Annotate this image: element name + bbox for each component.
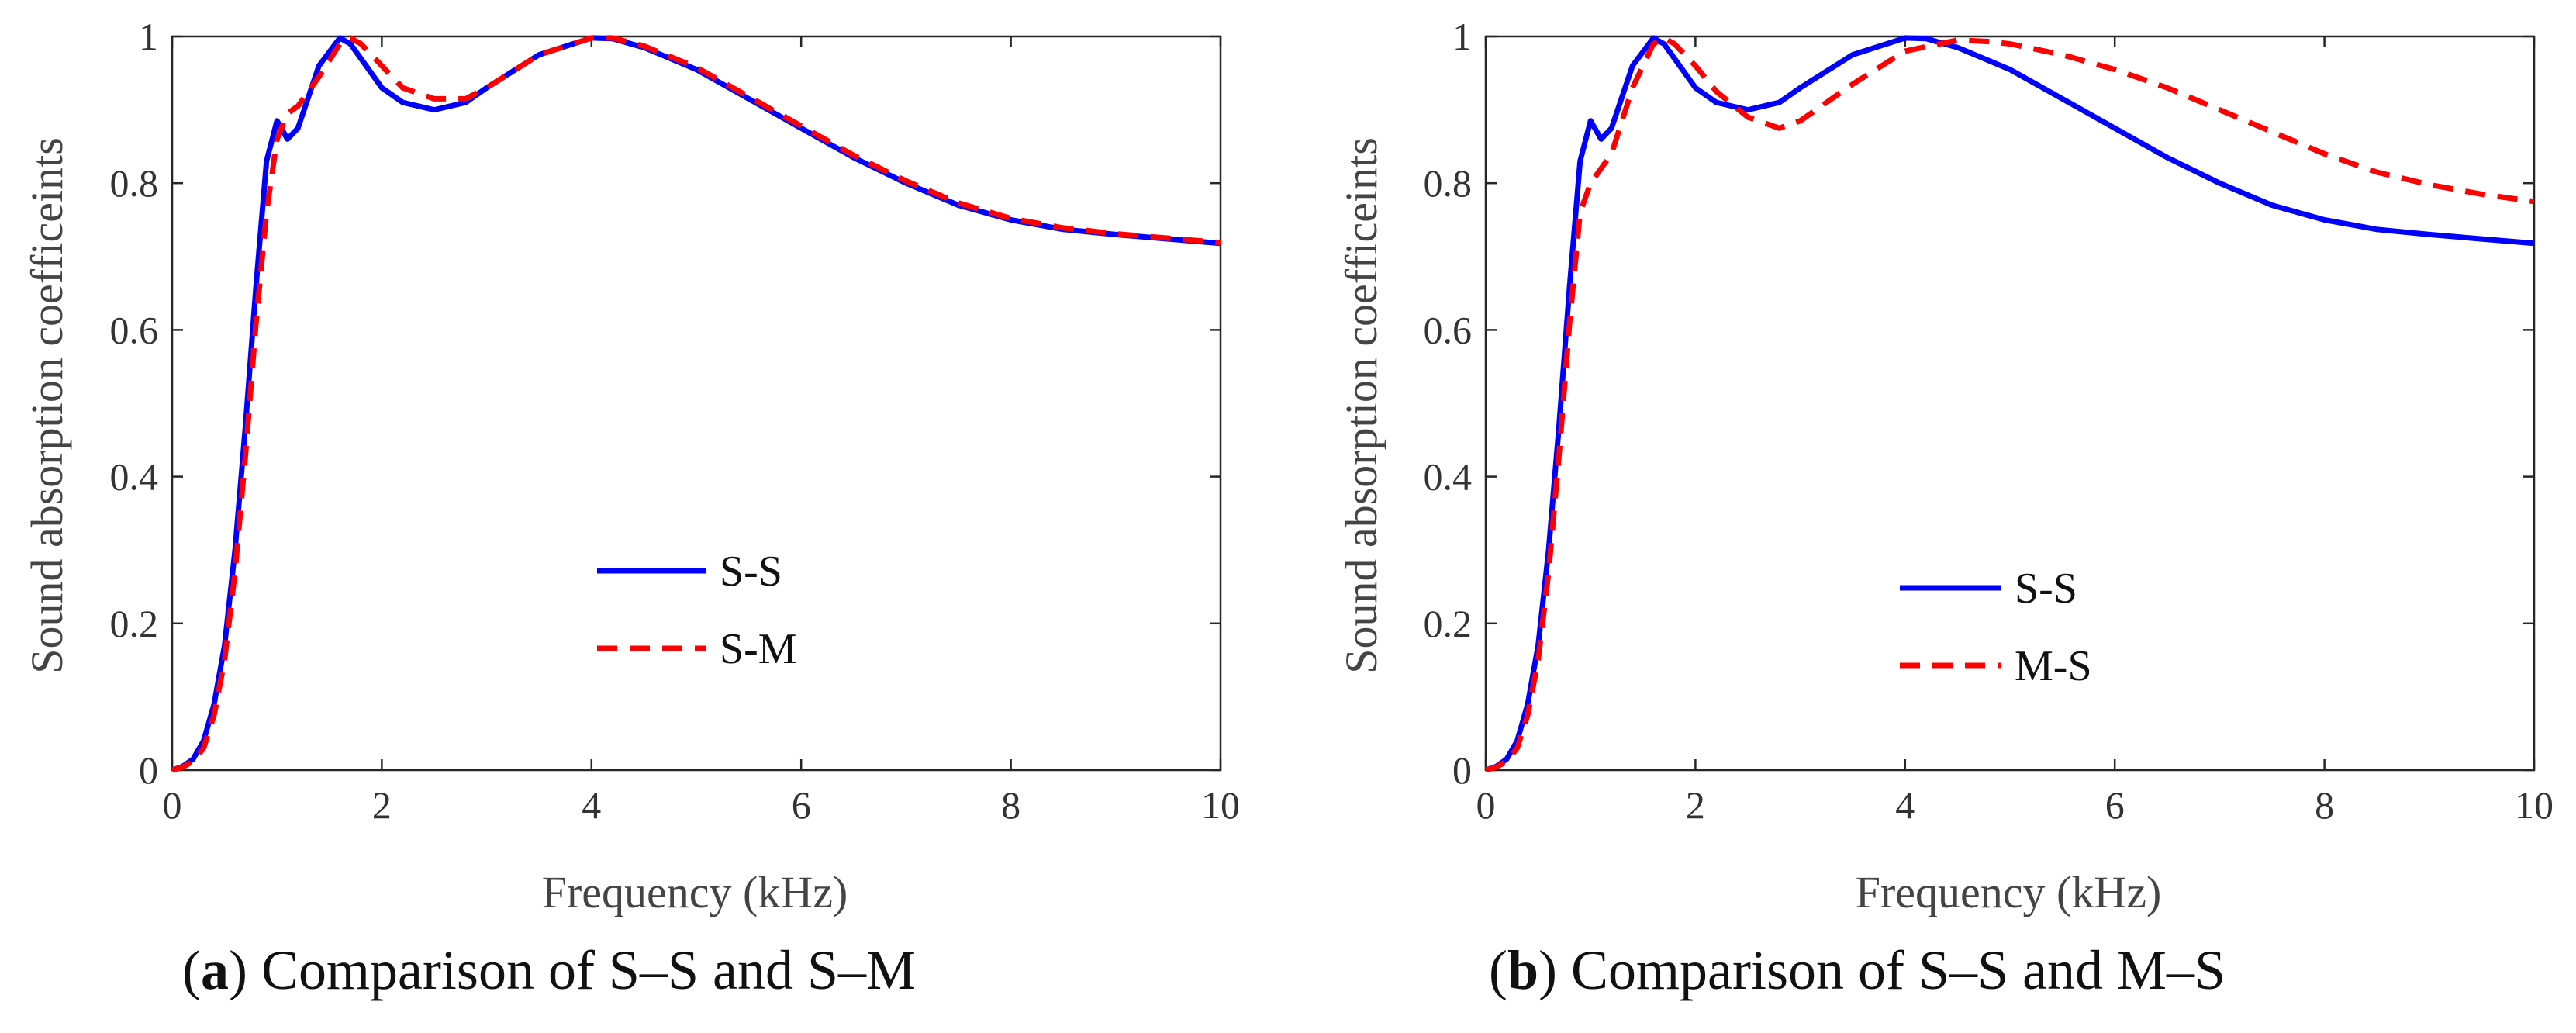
y-axis-title-b: Sound absorption coefficeints [1336,137,1386,674]
y-tick-label-b: 0 [1452,748,1472,792]
x-tick-label-b: 10 [2515,783,2554,827]
caption-b-paren-open: ( [1489,939,1507,1001]
y-tick-label-a: 0.8 [110,161,159,205]
caption-b-text: Comparison of S–S and M–S [1571,939,2226,1001]
series-line-s-s-b [1484,35,2535,773]
plot-a: Sound absorption coefficeints Frequency … [22,15,1240,917]
y-tick-label-a: 0 [139,748,158,792]
caption-a-paren-open: ( [182,939,201,1001]
caption-b-paren-close: ) [1538,939,1557,1001]
legend-label-s-s-b: S-S [2015,565,2077,613]
panel-b: Sound absorption coefficeints Frequency … [1336,15,2554,1001]
x-tick-label-a: 8 [1001,783,1020,827]
series-line-s-m-a [171,35,1221,773]
x-tick-label-a: 10 [1201,783,1240,827]
x-tick-label-a: 0 [163,783,182,827]
caption-a-letter: a [201,939,229,1001]
x-axis-title-a: Frequency (kHz) [542,867,848,917]
series-line-s-s-a [171,35,1221,773]
panel-a: Sound absorption coefficeints Frequency … [22,15,1240,1001]
caption-a-text: Comparison of S–S and S–M [261,939,916,1001]
caption-a: (a) Comparison of S–S and S–M [182,939,916,1001]
caption-b: (b) Comparison of S–S and M–S [1489,939,2226,1001]
x-tick-label-a: 6 [792,783,811,827]
x-tick-label-b: 2 [1686,783,1705,827]
y-tick-label-b: 0.4 [1424,455,1473,499]
y-tick-label-b: 0.2 [1424,602,1473,645]
x-tick-label-b: 8 [2315,783,2334,827]
x-tick-label-b: 6 [2105,783,2125,827]
plot-frame-b [1484,35,2536,772]
x-tick-label-a: 2 [372,783,392,827]
x-tick-label-b: 0 [1476,783,1496,827]
legend-label-s-s-a: S-S [720,548,782,596]
legend-label-s-m-a: S-M [720,625,797,673]
x-axis-title-b: Frequency (kHz) [1856,867,2162,917]
series-line-m-s-b [1485,35,2535,773]
y-tick-label-b: 1 [1452,15,1472,58]
caption-b-letter: b [1507,939,1538,1001]
x-tick-label-a: 4 [582,783,601,827]
y-tick-label-a: 1 [139,15,158,58]
y-tick-label-a: 0.6 [110,308,159,351]
y-tick-label-b: 0.8 [1424,161,1473,205]
caption-a-paren-close: ) [229,939,247,1001]
plot-b: Sound absorption coefficeints Frequency … [1336,15,2554,917]
plot-frame-a [171,35,1222,772]
y-axis-title-a: Sound absorption coefficeints [22,137,72,674]
y-tick-label-b: 0.6 [1424,308,1473,351]
y-tick-label-a: 0.4 [110,455,159,499]
legend-label-m-s-b: M-S [2015,642,2092,690]
x-tick-label-b: 4 [1895,783,1915,827]
y-tick-label-a: 0.2 [110,602,159,645]
